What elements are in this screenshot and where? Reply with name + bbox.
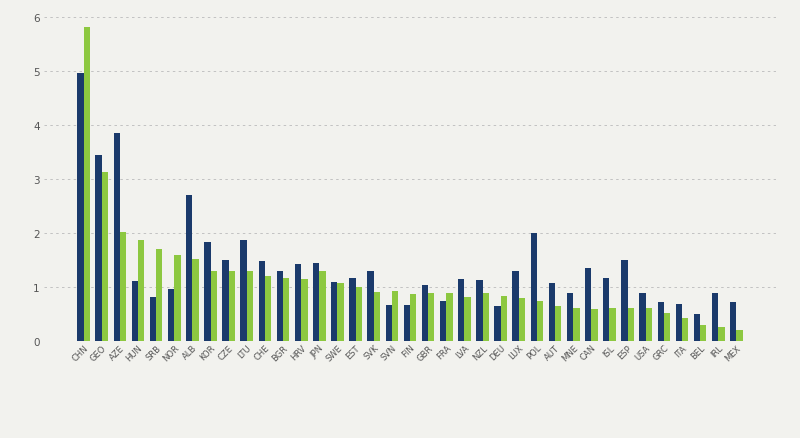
Bar bbox=[428, 293, 434, 342]
Bar bbox=[422, 285, 428, 342]
Bar bbox=[494, 307, 501, 342]
Bar bbox=[319, 272, 326, 342]
Bar bbox=[132, 281, 138, 342]
Bar bbox=[555, 307, 562, 342]
Bar bbox=[658, 303, 664, 342]
Bar bbox=[464, 297, 470, 342]
Bar bbox=[718, 327, 725, 342]
Bar bbox=[258, 261, 265, 342]
Bar bbox=[513, 272, 518, 342]
Bar bbox=[567, 293, 573, 342]
Bar bbox=[446, 293, 453, 342]
Bar bbox=[367, 272, 374, 342]
Bar bbox=[78, 74, 84, 342]
Bar bbox=[186, 196, 193, 342]
Bar bbox=[627, 308, 634, 342]
Bar bbox=[530, 233, 537, 342]
Bar bbox=[168, 289, 174, 342]
Bar bbox=[476, 281, 482, 342]
Bar bbox=[222, 261, 229, 342]
Bar bbox=[700, 325, 706, 342]
Bar bbox=[518, 298, 525, 342]
Bar bbox=[694, 314, 700, 342]
Bar bbox=[664, 313, 670, 342]
Bar bbox=[283, 279, 290, 342]
Bar bbox=[682, 318, 688, 342]
Bar bbox=[174, 255, 181, 342]
Bar bbox=[404, 305, 410, 342]
Bar bbox=[210, 272, 217, 342]
Legend: 2010, 2020: 2010, 2020 bbox=[325, 437, 495, 438]
Bar bbox=[374, 292, 380, 342]
Bar bbox=[501, 297, 507, 342]
Bar bbox=[458, 279, 464, 342]
Bar bbox=[730, 303, 736, 342]
Bar bbox=[482, 293, 489, 342]
Bar bbox=[331, 282, 338, 342]
Bar bbox=[204, 243, 210, 342]
Bar bbox=[193, 260, 198, 342]
Bar bbox=[120, 232, 126, 342]
Bar bbox=[585, 269, 591, 342]
Bar bbox=[591, 309, 598, 342]
Bar bbox=[302, 279, 307, 342]
Bar bbox=[150, 297, 156, 342]
Bar bbox=[138, 240, 144, 342]
Bar bbox=[338, 284, 344, 342]
Bar bbox=[313, 263, 319, 342]
Bar bbox=[247, 272, 253, 342]
Bar bbox=[676, 304, 682, 342]
Bar bbox=[537, 301, 543, 342]
Bar bbox=[295, 265, 302, 342]
Bar bbox=[639, 293, 646, 342]
Bar bbox=[386, 305, 392, 342]
Bar bbox=[392, 291, 398, 342]
Bar bbox=[610, 308, 616, 342]
Bar bbox=[603, 279, 610, 342]
Bar bbox=[229, 272, 235, 342]
Bar bbox=[114, 134, 120, 342]
Bar bbox=[356, 288, 362, 342]
Bar bbox=[622, 261, 627, 342]
Bar bbox=[440, 301, 446, 342]
Bar bbox=[84, 28, 90, 342]
Bar bbox=[156, 250, 162, 342]
Bar bbox=[102, 173, 108, 342]
Bar bbox=[712, 293, 718, 342]
Bar bbox=[410, 294, 416, 342]
Bar bbox=[350, 278, 356, 342]
Bar bbox=[95, 155, 102, 342]
Bar bbox=[241, 240, 247, 342]
Bar bbox=[573, 308, 579, 342]
Bar bbox=[736, 330, 742, 342]
Bar bbox=[549, 284, 555, 342]
Bar bbox=[646, 308, 652, 342]
Bar bbox=[265, 277, 271, 342]
Bar bbox=[277, 272, 283, 342]
